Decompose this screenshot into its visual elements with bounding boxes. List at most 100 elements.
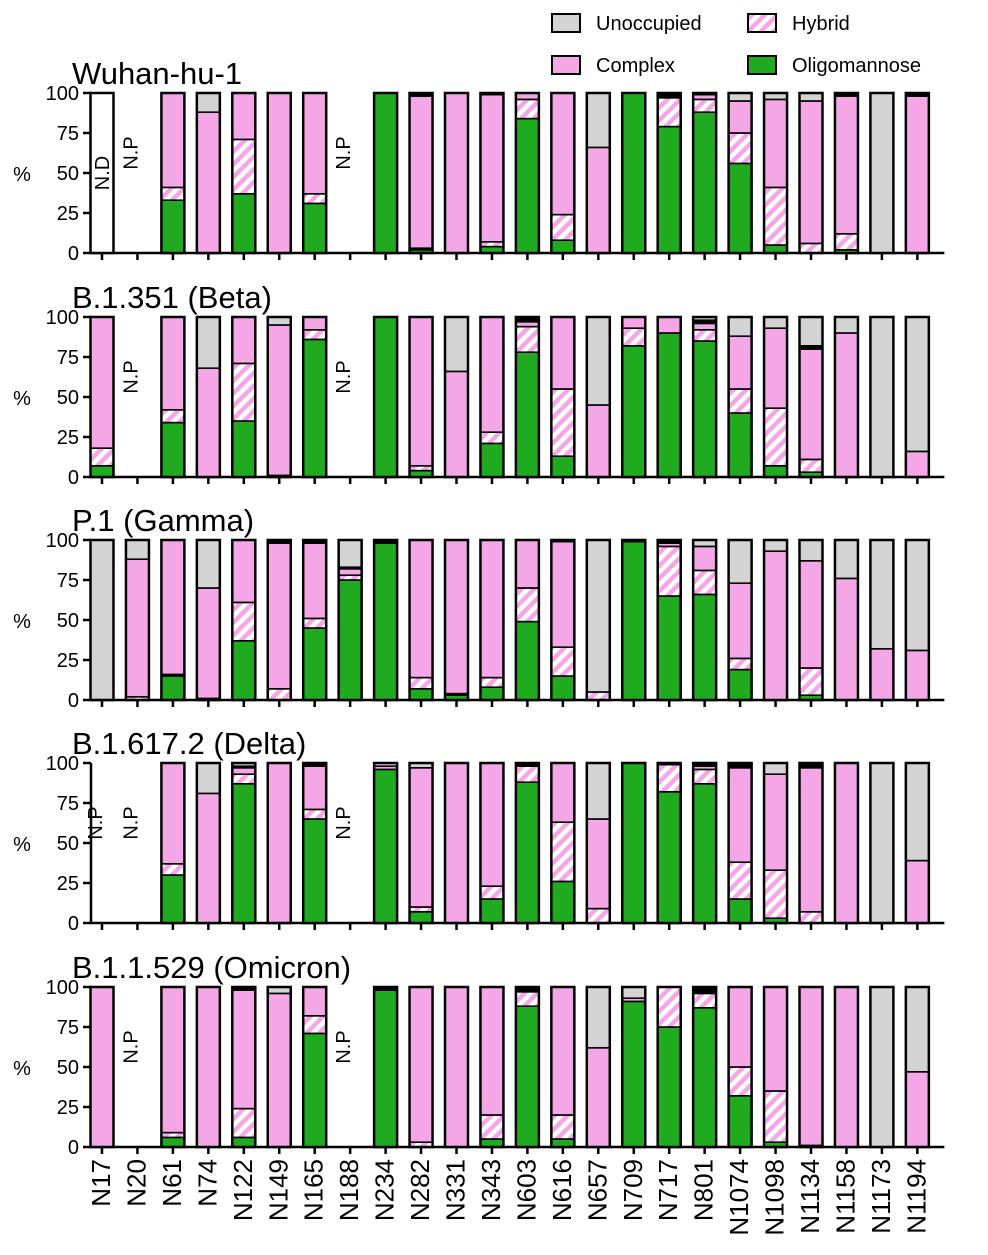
bar-N717 [656,761,682,925]
bar-segment-oligo [479,442,505,478]
legend-label-unocc: Unoccupied [596,13,702,35]
bar-outline [195,538,222,702]
bar-N801 [691,315,718,479]
bar-segment-hybrid [302,617,328,629]
bar-segment-oligo [515,117,540,254]
bar-segment-complex [763,986,788,1092]
bar-outline [160,985,186,1149]
y-tick-label: 25 [57,427,79,449]
bar-N603 [514,315,541,479]
bar-segment-oligo [692,111,717,254]
y-tick-label: 0 [68,1137,79,1159]
bar-outline [231,538,257,702]
panel-title: B.1.1.529 (Omicron) [72,950,351,985]
bar-N1098 [762,985,789,1149]
bar-outline [124,538,151,702]
bar-N1173 [869,761,895,925]
bar-segment-unocc [869,539,895,650]
bar-outline [904,761,931,925]
y-tick-label: 25 [57,873,79,895]
bar-segment-hybrid [550,646,576,677]
bar-segment-unocc [727,316,753,338]
bar-outline [408,315,434,479]
bar-outline [301,985,328,1149]
bar-segment-hybrid [656,763,682,793]
bar-segment-complex [408,539,434,679]
bar-outline [408,761,434,925]
bar-N149 [266,538,292,702]
bar-outline [869,91,895,255]
bar-outline [195,315,222,479]
bar-N1134 [798,761,824,925]
bar-segment-oligo [692,782,717,924]
y-tick-label: 100 [46,307,79,329]
bar-outline [479,315,505,479]
bar-segment-complex [408,766,434,908]
bar-outline [798,538,824,702]
bar-segment-hybrid [692,98,717,114]
bar-segment-complex [266,762,292,924]
bar-segment-complex [834,95,859,235]
bar-segment-complex [479,762,505,887]
bar-segment-unocc [869,92,895,254]
bar-segment-complex [550,540,576,648]
bar-segment-complex [408,316,434,467]
bar-outline [231,91,257,255]
bar-segment-complex [692,545,717,572]
bar-segment-complex [905,95,930,254]
x-tick-label: N657 [582,1159,612,1221]
bar-segment-oligo [656,1026,682,1148]
bar-N61 [160,91,186,255]
bar-N1173 [869,538,895,702]
x-tick-label: N603 [511,1159,541,1221]
bar-segment-hybrid [515,325,540,354]
bar-segment-hybrid [763,1090,788,1144]
x-tick-label: N1134 [795,1159,825,1234]
bar-outline [514,538,541,702]
bar-N801 [691,761,718,925]
bar-outline [833,538,860,702]
bar-segment-complex [160,316,186,411]
bar-N20: N.P [120,360,142,393]
bar-outline [301,315,328,479]
y-tick-label: 75 [57,570,79,592]
bar-segment-oligo [550,675,576,701]
bar-segment-hybrid [160,408,186,424]
bar-segment-oligo [89,464,115,478]
bar-segment-unocc [834,316,859,334]
bar-segment-oligo [692,1006,717,1148]
bar-segment-complex [479,986,505,1116]
y-axis: 0 25 50 75 100% [13,977,93,1159]
bar-N1134 [798,315,824,479]
bar-segment-hybrid [231,138,257,195]
bar-N343 [479,315,505,479]
bar-N343 [479,985,505,1149]
bar-segment-hybrid [231,773,257,785]
bar-segment-complex [125,558,150,698]
bar-segment-oligo [231,782,257,924]
bar-segment-hybrid [266,687,292,701]
bar-N603 [514,985,541,1149]
bar-N17: N.D [89,91,115,255]
bar-segment-oligo [373,542,398,701]
bar-segment-complex [444,539,469,695]
bar-outline [833,985,860,1149]
bar-annotation: N.P [120,806,142,839]
bar-segment-complex [798,986,824,1147]
bar-N331 [443,538,470,702]
bar-outline [621,985,647,1149]
bar-segment-unocc [869,762,895,924]
bar-segment-oligo [692,593,717,701]
bar-N74 [195,985,222,1149]
y-tick-label: 25 [57,1097,79,1119]
bar-outline [372,538,399,702]
bar-N1074 [727,538,753,702]
bar-segment-hybrid [656,545,682,597]
x-tick-label: N122 [228,1159,258,1221]
bar-segment-complex [727,582,753,660]
bar-outline [762,91,789,255]
bar-N20: N.P [120,806,142,839]
bar-outline [195,91,222,255]
bar-outline [762,985,789,1149]
bar-segment-complex [160,762,186,865]
